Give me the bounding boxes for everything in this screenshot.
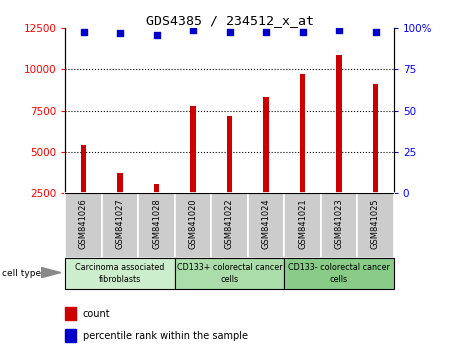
Bar: [175, 258, 284, 289]
Bar: [357, 193, 394, 258]
Text: GSM841021: GSM841021: [298, 198, 307, 249]
Text: GSM841023: GSM841023: [334, 198, 343, 249]
Text: CD133+ colorectal cancer
cells: CD133+ colorectal cancer cells: [177, 263, 282, 284]
Text: GSM841028: GSM841028: [152, 198, 161, 249]
Text: GSM841025: GSM841025: [371, 198, 380, 249]
Bar: [321, 193, 357, 258]
Text: GSM841020: GSM841020: [189, 198, 198, 249]
Bar: [300, 74, 305, 234]
Bar: [284, 193, 321, 258]
Text: percentile rank within the sample: percentile rank within the sample: [83, 331, 248, 341]
Text: GSM841024: GSM841024: [261, 198, 270, 249]
Text: CD133- colorectal cancer
cells: CD133- colorectal cancer cells: [288, 263, 390, 284]
Bar: [102, 193, 138, 258]
Point: [299, 29, 306, 34]
Bar: [117, 173, 123, 234]
Text: cell type: cell type: [2, 269, 41, 278]
Bar: [65, 330, 76, 342]
Point: [153, 32, 160, 38]
Bar: [65, 193, 102, 258]
Point: [117, 30, 124, 36]
Point: [335, 27, 342, 33]
Bar: [211, 193, 248, 258]
Bar: [65, 258, 175, 289]
Bar: [227, 115, 232, 234]
Point: [262, 29, 270, 34]
Text: GSM841022: GSM841022: [225, 198, 234, 249]
Polygon shape: [40, 267, 61, 278]
Bar: [336, 55, 342, 234]
Text: GSM841026: GSM841026: [79, 198, 88, 249]
Point: [189, 27, 197, 33]
Bar: [263, 97, 269, 234]
Bar: [284, 258, 394, 289]
Point: [80, 29, 87, 34]
Bar: [81, 145, 86, 234]
Title: GDS4385 / 234512_x_at: GDS4385 / 234512_x_at: [145, 14, 314, 27]
Bar: [138, 193, 175, 258]
Bar: [65, 307, 76, 320]
Bar: [373, 84, 378, 234]
Point: [226, 29, 233, 34]
Bar: [190, 106, 196, 234]
Bar: [248, 193, 284, 258]
Point: [372, 29, 379, 34]
Text: Carcinoma associated
fibroblasts: Carcinoma associated fibroblasts: [75, 263, 165, 284]
Text: count: count: [83, 309, 110, 319]
Bar: [154, 184, 159, 234]
Bar: [175, 193, 211, 258]
Text: GSM841027: GSM841027: [116, 198, 125, 249]
